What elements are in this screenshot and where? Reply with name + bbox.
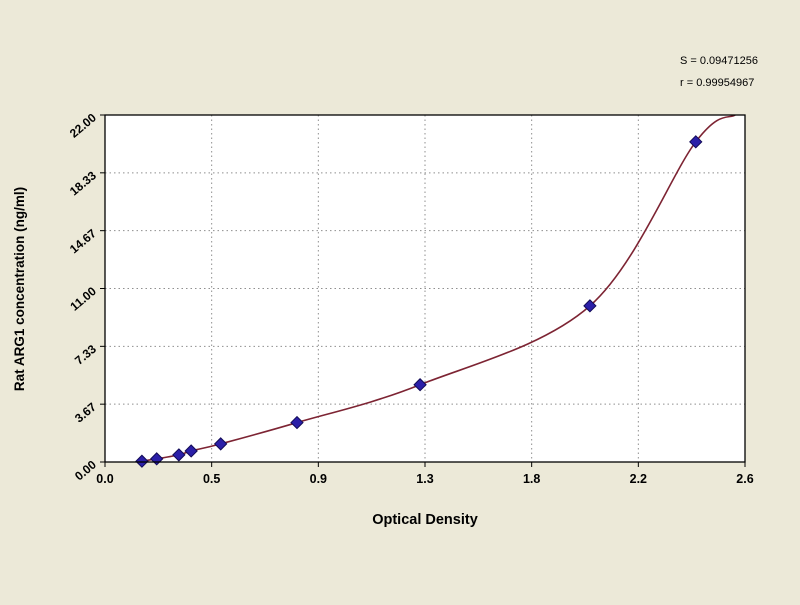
y-tick-label: 14.67 bbox=[67, 226, 99, 256]
x-axis-title: Optical Density bbox=[372, 512, 478, 528]
x-tick-label: 0.0 bbox=[96, 472, 113, 486]
x-tick-label: 1.8 bbox=[523, 472, 540, 486]
x-tick-label: 1.3 bbox=[416, 472, 433, 486]
y-axis-title: Rat ARG1 concentration (ng/ml) bbox=[12, 187, 27, 391]
data-point-marker bbox=[689, 135, 703, 149]
data-point-marker bbox=[184, 444, 198, 458]
x-tick-label: 2.2 bbox=[630, 472, 647, 486]
stat-s-value: S = 0.09471256 bbox=[680, 55, 758, 67]
y-tick-label: 11.00 bbox=[67, 284, 99, 314]
data-point-marker bbox=[290, 415, 304, 430]
stat-r-value: r = 0.99954967 bbox=[680, 77, 754, 89]
x-tick-label: 2.6 bbox=[736, 472, 753, 486]
data-point-marker bbox=[135, 454, 149, 468]
y-tick-label: 7.33 bbox=[72, 342, 99, 368]
y-tick-label: 3.67 bbox=[72, 400, 99, 426]
x-tick-label: 0.5 bbox=[203, 472, 220, 486]
x-tick-label: 0.9 bbox=[310, 472, 327, 486]
y-tick-label: 18.33 bbox=[67, 168, 99, 198]
data-point-marker bbox=[413, 378, 427, 392]
y-tick-label: 22.00 bbox=[67, 110, 99, 140]
y-tick-label: 0.00 bbox=[72, 457, 99, 483]
data-point-marker bbox=[583, 299, 597, 313]
data-point-marker bbox=[172, 448, 186, 462]
plot-layer: 0.0 0.5 0.9 1.3 1.8 2.2 2.6 0.00 3.67 7.33 11.00 14… bbox=[67, 110, 754, 486]
plot-border bbox=[104, 114, 746, 463]
data-point-marker bbox=[213, 437, 228, 451]
